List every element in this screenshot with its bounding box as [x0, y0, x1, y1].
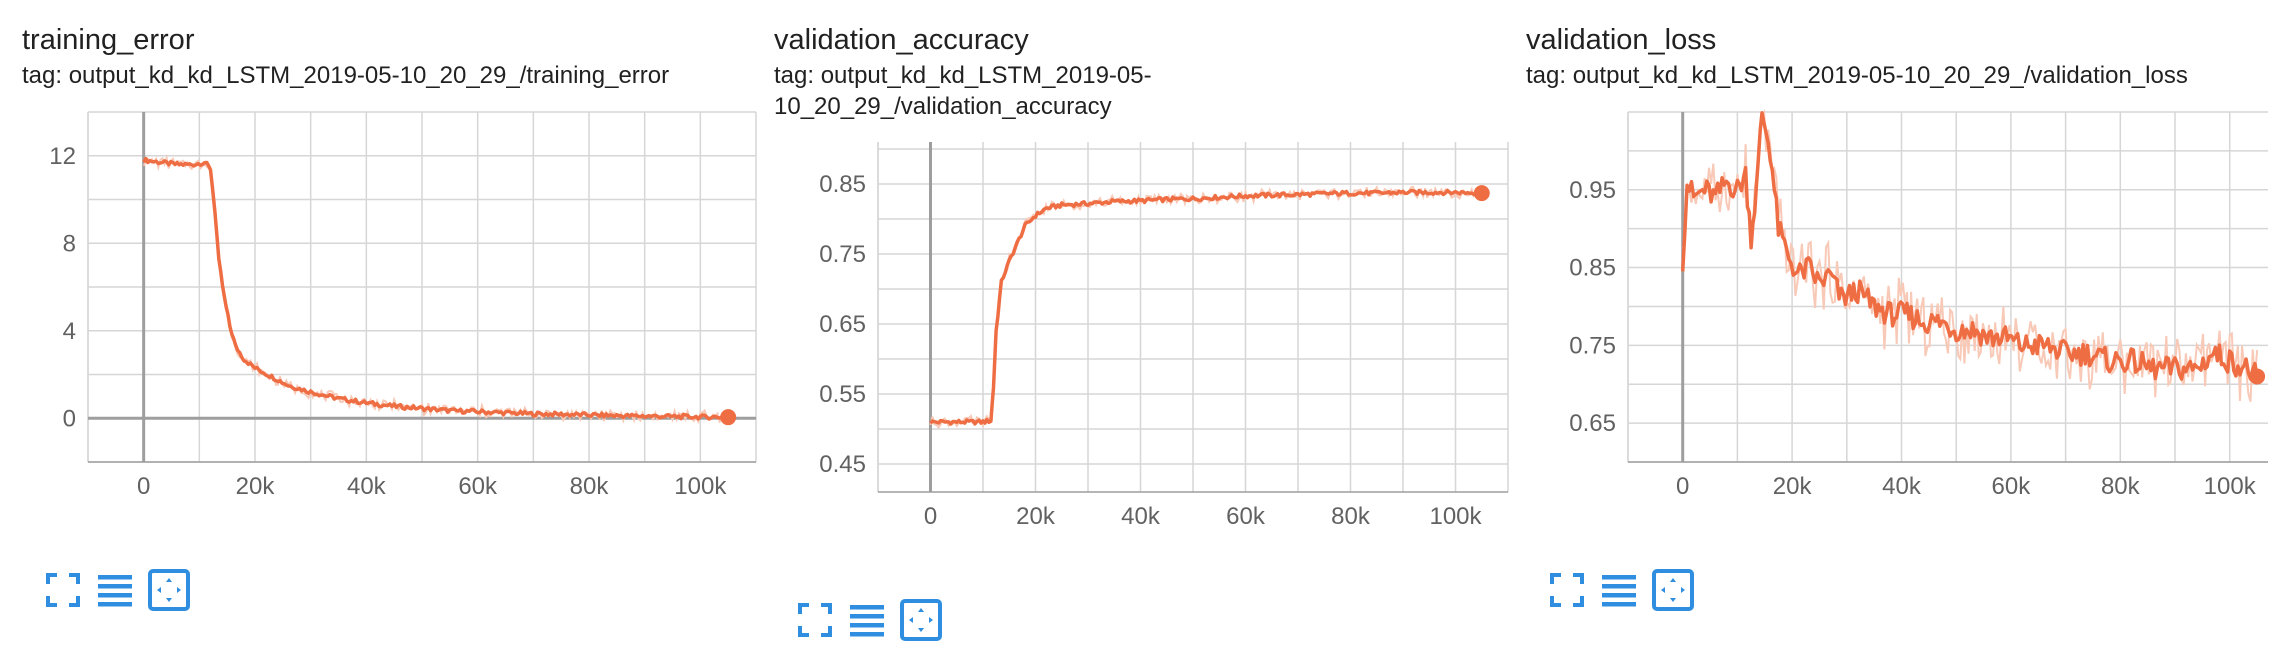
fullscreen-icon: [798, 603, 832, 637]
y-tick-label: 0.45: [819, 451, 866, 478]
chart-title: validation_accuracy: [774, 24, 1029, 56]
log-scale-icon: [850, 605, 884, 637]
fit-domain-button[interactable]: [146, 567, 192, 613]
x-tick-label: 0: [137, 473, 150, 500]
line-chart-training-error: 0 20k 40k 60k 80k 100k 0 4 8 12: [49, 111, 757, 500]
y-tick-label: 4: [63, 318, 76, 345]
series-line-raw: [142, 154, 729, 425]
y-tick-label: 0.65: [819, 311, 866, 338]
fullscreen-button[interactable]: [792, 597, 838, 643]
series-line: [142, 156, 729, 421]
chart-title: training_error: [22, 24, 195, 56]
fit-domain-icon: [1652, 569, 1694, 611]
series-line: [1680, 111, 2259, 381]
line-chart-validation-accuracy: 0 20k 40k 60k 80k 100k 0.45 0.55 0.65 0.75 0.85: [819, 142, 1509, 530]
y-tick-label: 8: [63, 230, 76, 257]
fullscreen-icon: [46, 573, 80, 607]
x-tick-label: 80k: [2101, 473, 2141, 500]
log-scale-button[interactable]: [92, 567, 138, 613]
x-tick-label: 20k: [1773, 473, 1813, 500]
y-tick-label: 0.65: [1569, 410, 1616, 437]
chart-tag: tag: output_kd_kd_LSTM_2019-05-10_20_29_…: [774, 62, 1152, 120]
y-tick-label: 0.75: [819, 241, 866, 268]
line-chart-validation-loss: 0 20k 40k 60k 80k 100k 0.65 0.75 0.85 0.95: [1569, 109, 2268, 500]
y-tick-label: 0.85: [819, 171, 866, 198]
x-tick-label: 60k: [1226, 503, 1266, 530]
y-tick-label: 12: [49, 143, 76, 170]
x-tick-label: 40k: [1121, 503, 1161, 530]
fit-domain-icon: [148, 569, 190, 611]
chart-panel-training-error: training_error tag: output_kd_kd_LSTM_20…: [22, 0, 762, 658]
fullscreen-icon: [1550, 573, 1584, 607]
series-end-marker[interactable]: [2249, 368, 2266, 385]
chart-tag: tag: output_kd_kd_LSTM_2019-05-10_20_29_…: [22, 62, 670, 89]
chart-panel-validation-accuracy: validation_accuracy tag: output_kd_kd_LS…: [774, 0, 1514, 658]
series-line-raw: [1681, 109, 2259, 402]
x-tick-label: 0: [924, 503, 937, 530]
y-tick-label: 0: [63, 405, 76, 432]
fit-domain-button[interactable]: [1650, 567, 1696, 613]
series-line-raw: [929, 185, 1483, 430]
x-tick-label: 80k: [1331, 503, 1371, 530]
x-tick-label: 100k: [674, 473, 727, 500]
y-tick-label: 0.75: [1569, 332, 1616, 359]
fullscreen-button[interactable]: [40, 567, 86, 613]
log-scale-button[interactable]: [1596, 567, 1642, 613]
chart-panel-validation-loss: validation_loss tag: output_kd_kd_LSTM_2…: [1526, 0, 2268, 658]
x-tick-label: 20k: [1016, 503, 1056, 530]
fullscreen-button[interactable]: [1544, 567, 1590, 613]
x-tick-label: 60k: [458, 473, 498, 500]
x-tick-label: 40k: [347, 473, 387, 500]
fit-domain-button[interactable]: [898, 597, 944, 643]
series-end-marker[interactable]: [1473, 185, 1490, 202]
chart-tag: tag: output_kd_kd_LSTM_2019-05-10_20_29_…: [1526, 62, 2188, 89]
y-tick-label: 0.95: [1569, 177, 1616, 204]
series-end-marker[interactable]: [720, 409, 737, 426]
y-tick-label: 0.85: [1569, 255, 1616, 282]
y-tick-label: 0.55: [819, 381, 866, 408]
log-scale-icon: [1602, 575, 1636, 607]
chart-title: validation_loss: [1526, 24, 1717, 56]
log-scale-button[interactable]: [844, 597, 890, 643]
x-tick-label: 100k: [2204, 473, 2257, 500]
x-tick-label: 20k: [236, 473, 276, 500]
series-line: [929, 188, 1483, 426]
x-tick-label: 0: [1676, 473, 1689, 500]
fit-domain-icon: [900, 599, 942, 641]
log-scale-icon: [98, 575, 132, 607]
x-tick-label: 40k: [1882, 473, 1922, 500]
x-tick-label: 80k: [570, 473, 610, 500]
x-tick-label: 100k: [1429, 503, 1482, 530]
x-tick-label: 60k: [1992, 473, 2032, 500]
